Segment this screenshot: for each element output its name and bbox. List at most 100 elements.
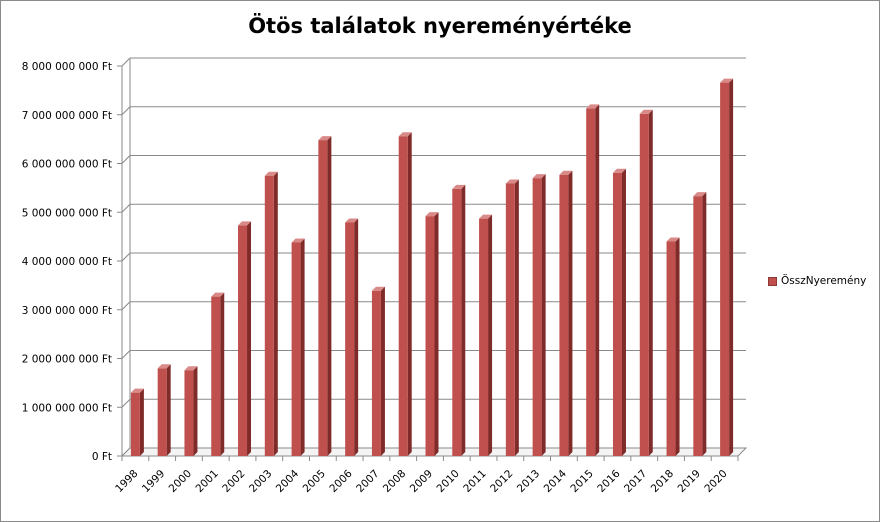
bar-top — [666, 237, 680, 242]
bar-side — [273, 171, 278, 456]
legend: ÖsszNyeremény — [768, 275, 866, 287]
bar-side — [407, 132, 412, 456]
x-tick-label: 1998 — [113, 468, 140, 495]
bar — [425, 216, 435, 456]
bar-top — [130, 388, 144, 393]
x-tick-label: 2000 — [167, 468, 194, 495]
x-tick-label: 2008 — [381, 468, 408, 495]
x-tick-label: 2017 — [622, 468, 649, 495]
bar — [452, 188, 462, 456]
bar-side — [595, 104, 600, 456]
y-tick-label: 0 Ft — [92, 451, 112, 463]
x-tick-label: 2006 — [327, 467, 355, 495]
bar — [559, 174, 569, 456]
chart-title: Ötös találatok nyereményértéke — [248, 14, 632, 38]
bar-side — [514, 179, 519, 457]
bar — [130, 392, 140, 456]
bar-top — [505, 179, 519, 184]
bar-top — [479, 214, 493, 219]
bar-top — [371, 286, 385, 291]
bar-top — [291, 238, 305, 243]
bar — [184, 370, 194, 456]
x-tick-label: 2007 — [354, 468, 381, 495]
x-tick-label: 2004 — [274, 467, 302, 495]
y-tick-label: 8 000 000 000 Ft — [22, 61, 112, 73]
bar-top — [720, 78, 734, 83]
bar — [586, 108, 596, 456]
bar — [505, 183, 515, 457]
y-tick-label: 3 000 000 000 Ft — [22, 305, 112, 317]
bar-top — [211, 292, 225, 297]
bar-top — [238, 221, 252, 226]
bar — [238, 225, 248, 456]
gridline-side — [121, 350, 131, 359]
gridline-side — [121, 57, 131, 67]
legend-label: ÖsszNyeremény — [781, 275, 867, 287]
x-tick-label: 2020 — [702, 468, 729, 495]
bar-side — [541, 174, 546, 456]
y-tick-label: 2 000 000 000 Ft — [22, 354, 112, 366]
bar-top — [586, 104, 600, 109]
y-tick-label: 1 000 000 000 Ft — [22, 402, 112, 414]
bar-side — [461, 184, 466, 456]
y-tick-label: 7 000 000 000 Ft — [22, 110, 112, 122]
bar-side — [193, 366, 198, 456]
x-tick-label: 2019 — [676, 468, 703, 495]
x-tick-label: 2014 — [542, 467, 570, 495]
y-tick-label: 5 000 000 000 Ft — [22, 207, 112, 219]
bar — [345, 222, 355, 456]
bar — [612, 172, 622, 456]
bar-top — [184, 366, 198, 371]
bar — [666, 241, 676, 456]
x-tick-label: 2009 — [408, 468, 435, 495]
bar-side — [139, 388, 144, 456]
bar — [318, 140, 328, 456]
bar — [693, 196, 703, 456]
x-tick-label: 2005 — [301, 468, 328, 495]
y-tick-label: 4 000 000 000 Ft — [22, 256, 112, 268]
gridline-side — [121, 106, 131, 116]
legend-swatch — [768, 276, 777, 286]
bar-side — [380, 286, 385, 456]
bar-side — [166, 364, 171, 456]
bar-top — [398, 132, 412, 137]
bar-top — [318, 136, 332, 141]
bar — [157, 368, 167, 456]
bar-side — [729, 78, 734, 456]
x-tick-label: 2010 — [435, 468, 462, 495]
x-tick-label: 1999 — [140, 468, 167, 495]
bar-top — [559, 170, 573, 175]
gridline-side — [121, 203, 131, 213]
bar — [398, 136, 408, 456]
bar-top — [639, 109, 653, 114]
bar-side — [247, 221, 252, 456]
x-tick-label: 2012 — [488, 468, 515, 495]
x-tick-label: 2018 — [649, 468, 676, 495]
bar-side — [300, 238, 305, 456]
bar — [532, 178, 542, 456]
bar — [291, 242, 301, 456]
gridline-side — [121, 301, 131, 311]
bar-top — [452, 184, 466, 189]
bar-side — [621, 168, 626, 456]
x-tick-label: 2015 — [568, 468, 595, 495]
bar-side — [675, 237, 680, 456]
bar-top — [345, 218, 359, 223]
bar-side — [327, 136, 332, 456]
bar — [264, 175, 274, 456]
gridline-side — [121, 155, 131, 164]
bar-side — [220, 292, 225, 456]
bar-top — [612, 168, 626, 173]
x-tick-label: 2016 — [595, 467, 623, 495]
gridline-side — [121, 398, 131, 408]
x-tick-label: 2002 — [220, 468, 247, 495]
bar-top — [157, 364, 171, 369]
bar — [371, 290, 381, 456]
gridline-side — [121, 252, 131, 262]
bar-side — [354, 218, 359, 456]
x-tick-label: 2001 — [193, 468, 220, 495]
bar-top — [532, 174, 546, 179]
bar-top — [693, 192, 707, 197]
